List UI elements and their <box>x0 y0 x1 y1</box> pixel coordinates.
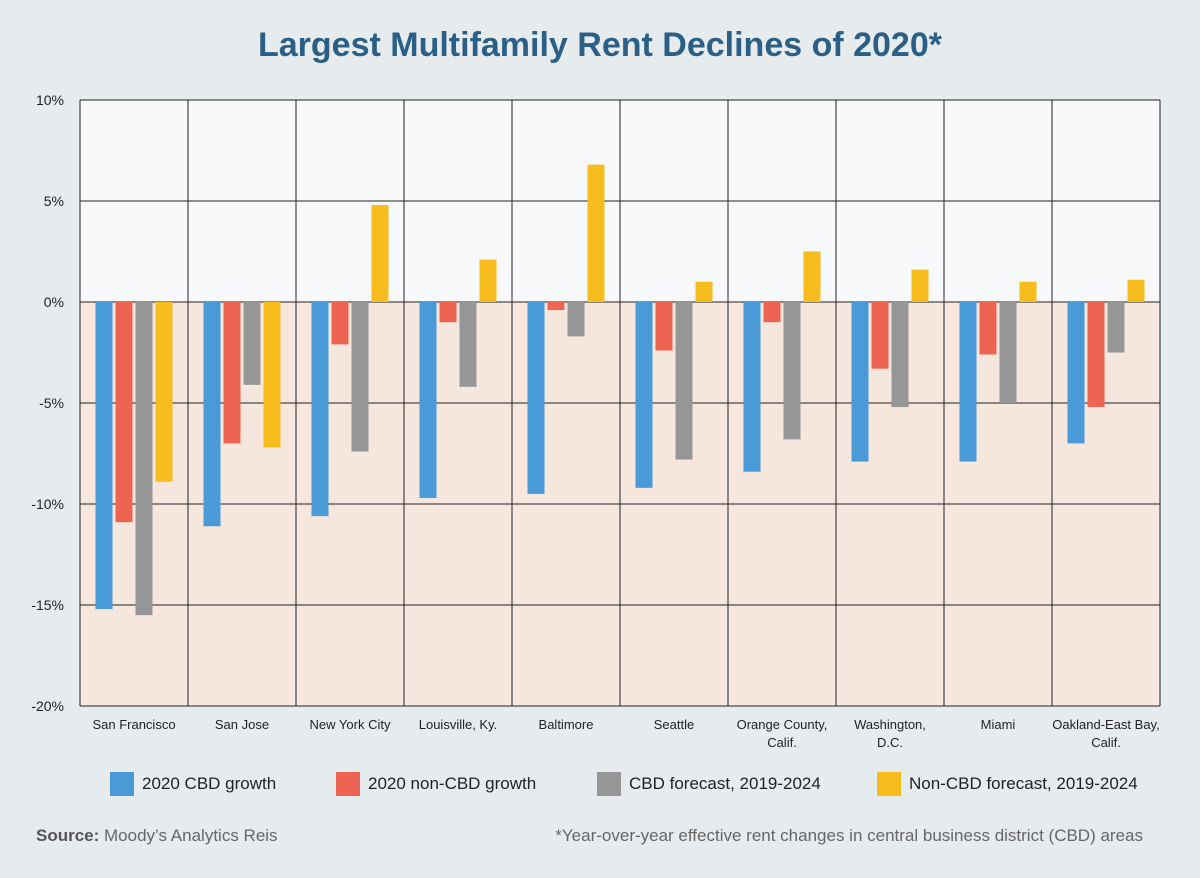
bar <box>1019 281 1037 302</box>
x-category-label: D.C. <box>877 735 903 750</box>
bar <box>567 302 585 337</box>
legend-swatch-cbd-forecast <box>597 772 621 796</box>
bar <box>479 259 497 302</box>
bar <box>223 302 241 444</box>
bar <box>979 302 997 355</box>
bar <box>803 251 821 302</box>
legend-item-cbd-forecast: CBD forecast, 2019-2024 <box>597 772 821 796</box>
x-category-label: Calif. <box>1091 735 1121 750</box>
legend-swatch-non-cbd <box>336 772 360 796</box>
footnote: *Year-over-year effective rent changes i… <box>555 826 1143 845</box>
x-category-label: San Jose <box>215 717 269 732</box>
x-category-label: Louisville, Ky. <box>419 717 498 732</box>
bar <box>743 302 761 472</box>
bar <box>1127 279 1145 302</box>
bar <box>959 302 977 462</box>
y-tick-label: -20% <box>31 698 64 714</box>
bar <box>891 302 909 408</box>
bar <box>635 302 653 488</box>
legend-label-cbd-forecast: CBD forecast, 2019-2024 <box>629 774 821 793</box>
source-text: Moody’s Analytics Reis <box>99 826 278 845</box>
bar <box>95 302 113 610</box>
bar <box>311 302 329 517</box>
chart-title: Largest Multifamily Rent Declines of 202… <box>258 26 942 64</box>
source-label: Source: <box>36 826 100 845</box>
legend-label-cbd: 2020 CBD growth <box>142 774 277 793</box>
y-tick-label: -15% <box>31 597 64 613</box>
legend-item-cbd: 2020 CBD growth <box>110 772 276 796</box>
x-category-label: Calif. <box>767 735 797 750</box>
y-tick-label: -5% <box>39 395 64 411</box>
bar <box>851 302 869 462</box>
bar <box>1107 302 1125 353</box>
bar <box>115 302 133 523</box>
bar <box>695 281 713 302</box>
bar <box>587 164 605 302</box>
bar <box>911 269 929 302</box>
bar <box>1087 302 1105 408</box>
legend-item-non-cbd-forecast: Non-CBD forecast, 2019-2024 <box>877 772 1138 796</box>
x-category-label: Seattle <box>654 717 694 732</box>
bar <box>263 302 281 448</box>
bar <box>999 302 1017 403</box>
bar <box>783 302 801 440</box>
y-tick-label: 10% <box>36 92 64 108</box>
bar <box>527 302 545 494</box>
source-note: Source: Moody’s Analytics Reis <box>36 826 278 846</box>
legend-swatch-cbd <box>110 772 134 796</box>
legend-label-non-cbd-forecast: Non-CBD forecast, 2019-2024 <box>909 774 1138 793</box>
x-category-label: Washington, <box>854 717 926 732</box>
bar <box>419 302 437 498</box>
x-category-label: Oakland-East Bay, <box>1052 717 1159 732</box>
bar <box>871 302 889 369</box>
y-tick-label: 5% <box>44 193 64 209</box>
bar <box>243 302 261 385</box>
bar <box>155 302 173 482</box>
bar <box>135 302 153 616</box>
bar-chart: 10% 5% 0% -5% -10% -15% -20% San Francisco San J… <box>31 92 1161 750</box>
x-category-label: Orange County, <box>737 717 828 732</box>
bar <box>675 302 693 460</box>
bar <box>351 302 369 452</box>
x-category-label: Miami <box>981 717 1016 732</box>
bar <box>547 302 565 311</box>
legend-swatch-non-cbd-forecast <box>877 772 901 796</box>
x-category-label: San Francisco <box>92 717 175 732</box>
legend-item-non-cbd: 2020 non-CBD growth <box>336 772 536 796</box>
legend-label-non-cbd: 2020 non-CBD growth <box>368 774 537 793</box>
y-tick-label: -10% <box>31 496 64 512</box>
x-category-label: New York City <box>310 717 391 732</box>
bar <box>655 302 673 351</box>
bar <box>439 302 457 323</box>
bar <box>371 205 389 302</box>
bar <box>459 302 477 387</box>
bar <box>203 302 221 527</box>
bar <box>331 302 349 345</box>
x-category-label: Baltimore <box>539 717 594 732</box>
y-tick-label: 0% <box>44 294 64 310</box>
bar <box>763 302 781 323</box>
bar <box>1067 302 1085 444</box>
